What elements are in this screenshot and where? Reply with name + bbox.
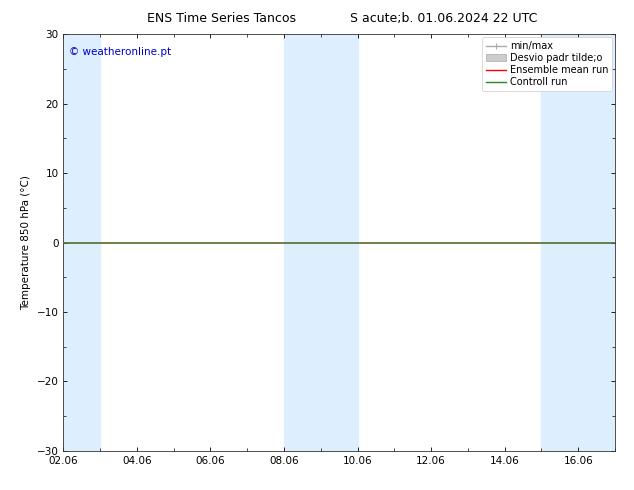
Text: ENS Time Series Tancos: ENS Time Series Tancos (147, 12, 297, 25)
Y-axis label: Temperature 850 hPa (°C): Temperature 850 hPa (°C) (21, 175, 31, 310)
Bar (284, 34, 358, 451)
Text: S acute;b. 01.06.2024 22 UTC: S acute;b. 01.06.2024 22 UTC (350, 12, 538, 25)
Text: © weatheronline.pt: © weatheronline.pt (69, 47, 171, 57)
Bar (63, 34, 100, 451)
Legend: min/max, Desvio padr tilde;o, Ensemble mean run, Controll run: min/max, Desvio padr tilde;o, Ensemble m… (482, 37, 612, 91)
Bar (541, 34, 615, 451)
